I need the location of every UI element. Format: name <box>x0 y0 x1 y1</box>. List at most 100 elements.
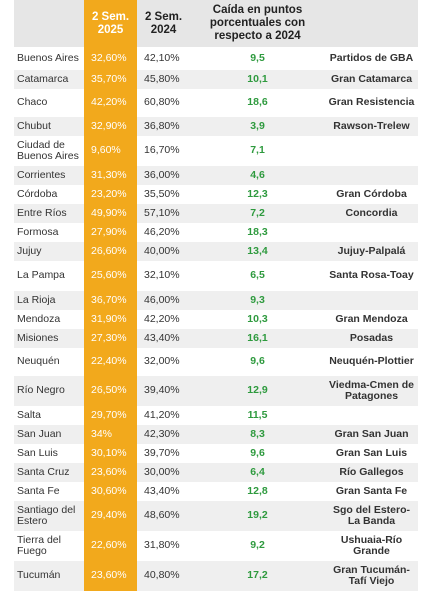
row-area: Jujuy-Palpalá <box>325 242 418 261</box>
row-2sem-2025: 31,90% <box>84 310 137 329</box>
table-row: Mendoza 31,90% 42,20% 10,3 Gran Mendoza <box>14 310 418 329</box>
row-2sem-2024: 36,80% <box>137 117 190 136</box>
row-drop-points: 12,9 <box>190 376 325 406</box>
row-area: Viedma-Cmen de Patagones <box>325 376 418 406</box>
table-body: Buenos Aires 32,60% 42,10% 9,5 Partidos de G… <box>14 47 418 591</box>
row-2sem-2024: 35,50% <box>144 187 180 200</box>
row-2sem-2024: 42,30% <box>137 425 190 444</box>
row-province: Córdoba <box>17 187 58 200</box>
header-2sem-2024: 2 Sem. 2024 <box>137 0 190 47</box>
row-2sem-2024: 43,40% <box>144 484 180 497</box>
row-province: Tucumán <box>14 561 84 591</box>
row-drop-points: 3,9 <box>190 117 325 136</box>
row-2sem-2025: 26,50% <box>84 376 137 406</box>
row-area <box>325 136 418 166</box>
row-province: Tierra del Fuego <box>17 533 61 557</box>
row-2sem-2025: 35,70% <box>84 70 137 89</box>
row-drop-points: 9,3 <box>190 291 325 310</box>
table-row: Santiago del Estero 29,40% 48,60% 19,2 Sgo d… <box>14 501 418 531</box>
row-drop-points: 7,1 <box>250 144 265 157</box>
row-2sem-2025: 31,30% <box>84 166 137 185</box>
table-row: Buenos Aires 32,60% 42,10% 9,5 Partidos de G… <box>14 47 418 70</box>
row-2sem-2024: 36,00% <box>137 166 190 185</box>
row-2sem-2025: 23,60% <box>84 463 137 482</box>
row-2sem-2025: 9,60% <box>84 136 137 166</box>
row-drop-points: 13,4 <box>190 242 325 261</box>
row-province: San Luis <box>17 446 58 459</box>
row-area: Gran Santa Fe <box>335 484 408 497</box>
row-drop-points: 9,2 <box>250 539 265 552</box>
row-2sem-2024: 60,80% <box>144 96 180 109</box>
row-2sem-2025: 30,60% <box>84 482 137 501</box>
row-area: Gran Tucumán-Tafí Viejo <box>325 561 418 591</box>
row-province: La Rioja <box>14 291 84 310</box>
row-area <box>325 291 418 310</box>
row-2sem-2025: 25,60% <box>84 261 137 291</box>
row-2sem-2024: 46,00% <box>137 291 190 310</box>
row-2sem-2024: 30,00% <box>137 463 190 482</box>
row-2sem-2025: 32,90% <box>84 117 137 136</box>
table-row: Tierra del Fuego 22,60% 31,80% 9,2 Ushuaia-R… <box>14 531 418 561</box>
row-drop-points: 7,2 <box>190 204 325 223</box>
row-area: Gran Resistencia <box>328 96 415 109</box>
table-row: San Juan 34% 42,30% 8,3 Gran San Juan <box>14 425 418 444</box>
row-drop-points: 18,3 <box>247 225 268 238</box>
header-2sem-2025: 2 Sem. 2025 <box>84 0 137 47</box>
row-2sem-2025: 42,20% <box>84 89 137 117</box>
row-province: Ciudad de Buenos Aires <box>17 138 79 162</box>
row-drop-points: 9,6 <box>250 446 265 459</box>
row-province: Chaco <box>17 96 48 109</box>
row-area: Posadas <box>325 329 418 348</box>
row-area <box>325 406 418 425</box>
row-province: La Pampa <box>17 269 65 282</box>
table-row: La Rioja 36,70% 46,00% 9,3 <box>14 291 418 310</box>
row-2sem-2025: 34% <box>84 425 137 444</box>
row-2sem-2024: 42,20% <box>144 312 180 325</box>
row-2sem-2024: 39,40% <box>137 376 190 406</box>
table-header-row: 2 Sem. 2025 2 Sem. 2024 Caída en puntos … <box>14 0 418 47</box>
row-area <box>325 223 418 242</box>
row-2sem-2024: 41,20% <box>144 408 180 421</box>
row-2sem-2025: 29,40% <box>84 501 137 531</box>
row-2sem-2024: 57,10% <box>137 204 190 223</box>
row-2sem-2025: 27,90% <box>84 223 137 242</box>
row-drop-points: 16,1 <box>190 329 325 348</box>
table-row: Misiones 27,30% 43,40% 16,1 Posadas <box>14 329 418 348</box>
row-2sem-2025: 23,60% <box>84 561 137 591</box>
row-area: Concordia <box>325 204 418 223</box>
row-province: Río Negro <box>14 376 84 406</box>
row-area: Gran San Luis <box>335 446 408 459</box>
row-province: Buenos Aires <box>17 51 79 64</box>
row-2sem-2025: 27,30% <box>84 329 137 348</box>
table-row: San Luis 30,10% 39,70% 9,6 Gran San Luis <box>14 444 418 463</box>
table-row: Salta 29,70% 41,20% 11,5 <box>14 406 418 425</box>
row-area: Ushuaia-Río Grande <box>340 533 403 557</box>
row-drop-points: 11,5 <box>247 408 268 421</box>
row-2sem-2024: 45,80% <box>137 70 190 89</box>
row-area: Gran Córdoba <box>336 187 407 200</box>
table-row: Chubut 32,90% 36,80% 3,9 Rawson-Trelew <box>14 117 418 136</box>
row-province: Mendoza <box>17 312 61 325</box>
row-2sem-2025: 22,60% <box>84 531 137 561</box>
row-area: Partidos de GBA <box>329 51 414 64</box>
row-drop-points: 19,2 <box>190 501 325 531</box>
row-area <box>325 166 418 185</box>
row-area: Santa Rosa-Toay <box>329 269 414 282</box>
row-drop-points: 6,4 <box>190 463 325 482</box>
row-area: Gran Mendoza <box>335 312 408 325</box>
header-drop-points: Caída en puntos porcentuales con respect… <box>190 0 325 47</box>
row-2sem-2025: 23,20% <box>84 185 137 204</box>
row-area: Neuquén-Plottier <box>329 355 414 368</box>
row-2sem-2025: 32,60% <box>84 47 137 70</box>
table-row: Formosa 27,90% 46,20% 18,3 <box>14 223 418 242</box>
row-province: Formosa <box>17 225 59 238</box>
row-province: Santa Fe <box>17 484 60 497</box>
row-province: Misiones <box>14 329 84 348</box>
row-drop-points: 8,3 <box>190 425 325 444</box>
row-2sem-2024: 32,00% <box>144 355 180 368</box>
row-drop-points: 12,3 <box>247 187 268 200</box>
row-area: Gran Catamarca <box>325 70 418 89</box>
row-drop-points: 10,3 <box>247 312 268 325</box>
table-row: Jujuy 26,60% 40,00% 13,4 Jujuy-Palpalá <box>14 242 418 261</box>
row-2sem-2024: 42,10% <box>144 51 180 64</box>
